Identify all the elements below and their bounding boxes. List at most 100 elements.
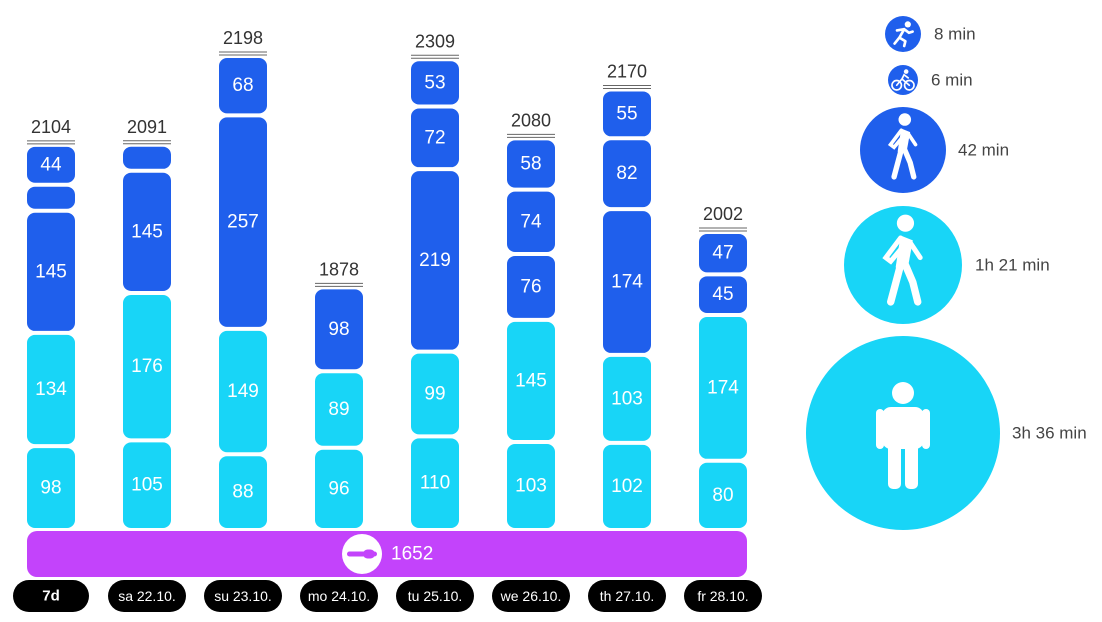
day-pill[interactable]: 7d — [13, 580, 89, 612]
segment-value-label: 76 — [520, 276, 541, 297]
bar-segment — [219, 330, 267, 453]
cycling-icon — [891, 69, 915, 91]
segment-value-label: 134 — [35, 379, 67, 400]
day-pill-label: fr 28.10. — [697, 588, 748, 604]
day-pill[interactable]: su 23.10. — [204, 580, 282, 612]
bar-segment — [27, 146, 75, 183]
bar-total-label: 2104 — [31, 117, 71, 137]
legend-circle — [885, 16, 921, 52]
day-pill-label: th 27.10. — [600, 588, 655, 604]
bar-total-label: 2002 — [703, 204, 743, 224]
bar-total-label: 2080 — [511, 110, 551, 130]
segment-value-label: 103 — [515, 476, 547, 497]
bar-total-label: 1878 — [319, 259, 359, 279]
bar-column: 102 103 174 82 55 2170 — [603, 61, 651, 528]
segment-value-label: 174 — [707, 377, 739, 398]
segment-value-label: 80 — [712, 485, 733, 506]
bar-segment — [603, 444, 651, 528]
day-pill-label: tu 25.10. — [408, 588, 463, 604]
bar-segment — [507, 191, 555, 252]
segment-value-label: 72 — [424, 127, 445, 148]
day-pill-label: we 26.10. — [500, 588, 562, 604]
bar-segment — [123, 442, 171, 528]
day-pill-label: su 23.10. — [214, 588, 272, 604]
legend-label: 1h 21 min — [975, 256, 1050, 275]
bar-segment — [27, 448, 75, 528]
bar-segment — [411, 61, 459, 105]
legend-item: 6 min — [888, 65, 973, 95]
bar-segment — [219, 456, 267, 528]
day-pill-background — [684, 580, 762, 612]
bar-total-label: 2198 — [223, 28, 263, 48]
segment-value-label: 219 — [419, 250, 451, 271]
legend-label: 6 min — [931, 71, 973, 90]
day-pill[interactable]: fr 28.10. — [684, 580, 762, 612]
bar-segment — [411, 108, 459, 168]
legend-item: 3h 36 min — [806, 336, 1087, 530]
bar-column: 110 99 219 72 53 2309 — [411, 31, 459, 528]
base-bar-rect — [27, 531, 747, 577]
day-pill-background — [300, 580, 378, 612]
segment-value-label: 257 — [227, 212, 259, 233]
segment-value-label: 145 — [35, 261, 67, 282]
bar-segment — [27, 334, 75, 445]
bar-segment — [603, 91, 651, 137]
bar-segment — [699, 462, 747, 528]
legend-label: 42 min — [958, 141, 1009, 160]
day-pill[interactable]: sa 22.10. — [108, 580, 186, 612]
bar-segment — [27, 212, 75, 331]
day-pill-background — [588, 580, 666, 612]
segment-value-label: 53 — [424, 72, 445, 93]
bar-segment — [411, 171, 459, 350]
running-icon — [893, 21, 914, 48]
day-pill[interactable]: tu 25.10. — [396, 580, 474, 612]
segment-value-label: 103 — [611, 388, 643, 409]
segment-value-label: 74 — [520, 211, 542, 232]
bar-total-label: 2091 — [127, 117, 167, 137]
segment-value-label: 105 — [131, 475, 163, 496]
segment-value-label: 58 — [520, 153, 541, 174]
bar-segment — [507, 321, 555, 441]
standing-person-icon — [876, 382, 930, 489]
pill-icon — [342, 534, 382, 574]
base-bar: 1652 — [27, 531, 747, 577]
bar-segment — [123, 146, 171, 169]
segment-value-label: 98 — [40, 478, 61, 499]
legend-label: 8 min — [934, 25, 976, 44]
bar-segment — [219, 57, 267, 114]
walking-icon — [887, 113, 918, 180]
segment-value-label: 96 — [328, 478, 349, 499]
day-pill-label: sa 22.10. — [118, 588, 176, 604]
day-pill-label: mo 24.10. — [308, 588, 370, 604]
bar-total-label: 2170 — [607, 61, 647, 81]
day-pill-background — [492, 580, 570, 612]
day-pill-background — [108, 580, 186, 612]
bar-segment — [27, 186, 75, 209]
segment-value-label: 68 — [232, 75, 253, 96]
day-pill-background — [204, 580, 282, 612]
day-pill[interactable]: mo 24.10. — [300, 580, 378, 612]
bar-segment — [603, 140, 651, 208]
bar-segment — [699, 234, 747, 273]
segment-value-label: 82 — [616, 163, 637, 184]
bar-segment — [507, 255, 555, 318]
walking-icon — [882, 214, 923, 306]
bar-column: 105 176 145 2091 — [123, 117, 171, 528]
bar-segment — [603, 356, 651, 441]
segment-value-label: 174 — [611, 272, 643, 293]
bar-segment — [507, 444, 555, 528]
bar-column: 96 89 98 1878 — [315, 259, 363, 528]
day-pill[interactable]: th 27.10. — [588, 580, 666, 612]
segment-value-label: 102 — [611, 476, 643, 497]
day-pill[interactable]: we 26.10. — [492, 580, 570, 612]
segment-value-label: 99 — [424, 384, 445, 405]
bar-segment — [699, 276, 747, 313]
segment-value-label: 89 — [328, 399, 349, 420]
bar-column: 88 149 257 68 2198 — [219, 28, 267, 528]
segment-value-label: 55 — [616, 103, 637, 124]
segment-value-label: 176 — [131, 356, 163, 377]
bar-segment — [411, 353, 459, 435]
day-pill-background — [396, 580, 474, 612]
legend-label: 3h 36 min — [1012, 424, 1087, 443]
